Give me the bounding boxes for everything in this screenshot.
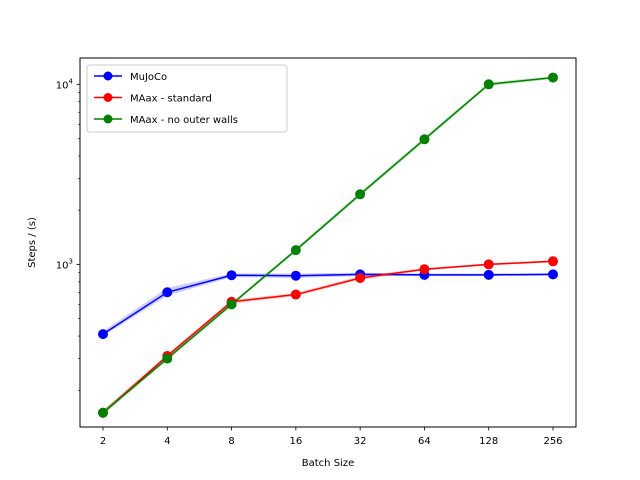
point-series-1-3 <box>290 289 301 300</box>
y-axis-ticks: 103 104 <box>56 77 80 391</box>
x-tick-label-0: 2 <box>100 436 106 447</box>
band-series-1 <box>103 260 553 415</box>
y-axis-label: Steps / (s) <box>27 217 38 268</box>
point-series-0-0 <box>98 329 108 340</box>
point-series-2-0 <box>98 407 108 418</box>
legend-label-2: MAax - no outer walls <box>130 115 238 126</box>
point-series-1-4 <box>355 273 366 284</box>
band-series-0 <box>103 272 553 337</box>
x-tick-label-1: 4 <box>164 436 170 447</box>
point-series-1-7 <box>548 256 558 267</box>
x-axis-label: Batch Size <box>302 458 354 469</box>
legend-label-1: MAax - standard <box>130 94 212 105</box>
point-series-2-3 <box>290 245 301 256</box>
series-lines <box>102 76 554 414</box>
x-tick-label-2: 8 <box>228 436 234 447</box>
point-series-2-4 <box>355 189 366 200</box>
y-tick-label-1: 104 <box>56 77 74 91</box>
point-series-1-6 <box>483 259 494 270</box>
line-series-0 <box>102 273 554 335</box>
legend: MuJoCo MAax - standard MAax - no outer wal… <box>86 64 288 133</box>
point-series-1-5 <box>419 264 430 275</box>
point-series-0-7 <box>548 269 558 280</box>
point-series-0-1 <box>162 287 173 298</box>
point-series-2-6 <box>483 79 494 90</box>
x-tick-label-4: 32 <box>354 436 367 447</box>
point-series-2-1 <box>162 353 173 364</box>
legend-marker-0 <box>103 71 113 81</box>
point-series-0-3 <box>290 270 301 281</box>
legend-label-0: MuJoCo <box>130 72 167 83</box>
x-tick-label-3: 16 <box>289 436 302 447</box>
legend-box <box>86 64 288 133</box>
legend-marker-2 <box>103 114 113 124</box>
point-series-2-7 <box>548 72 558 83</box>
line-series-1 <box>102 260 554 414</box>
legend-marker-1 <box>103 93 113 102</box>
point-series-2-2 <box>226 299 237 310</box>
x-axis-ticks: 2 4 8 16 32 64 128 256 <box>100 427 563 447</box>
plot-frame <box>79 57 577 428</box>
x-tick-label-7: 256 <box>543 436 562 447</box>
x-tick-label-6: 128 <box>479 436 498 447</box>
x-tick-label-5: 64 <box>418 436 431 447</box>
point-series-0-2 <box>226 270 237 281</box>
y-tick-label-0: 103 <box>56 257 73 271</box>
series-markers <box>98 72 558 418</box>
point-series-0-6 <box>483 269 494 280</box>
point-series-2-5 <box>419 134 430 145</box>
line-series-2 <box>102 76 554 414</box>
